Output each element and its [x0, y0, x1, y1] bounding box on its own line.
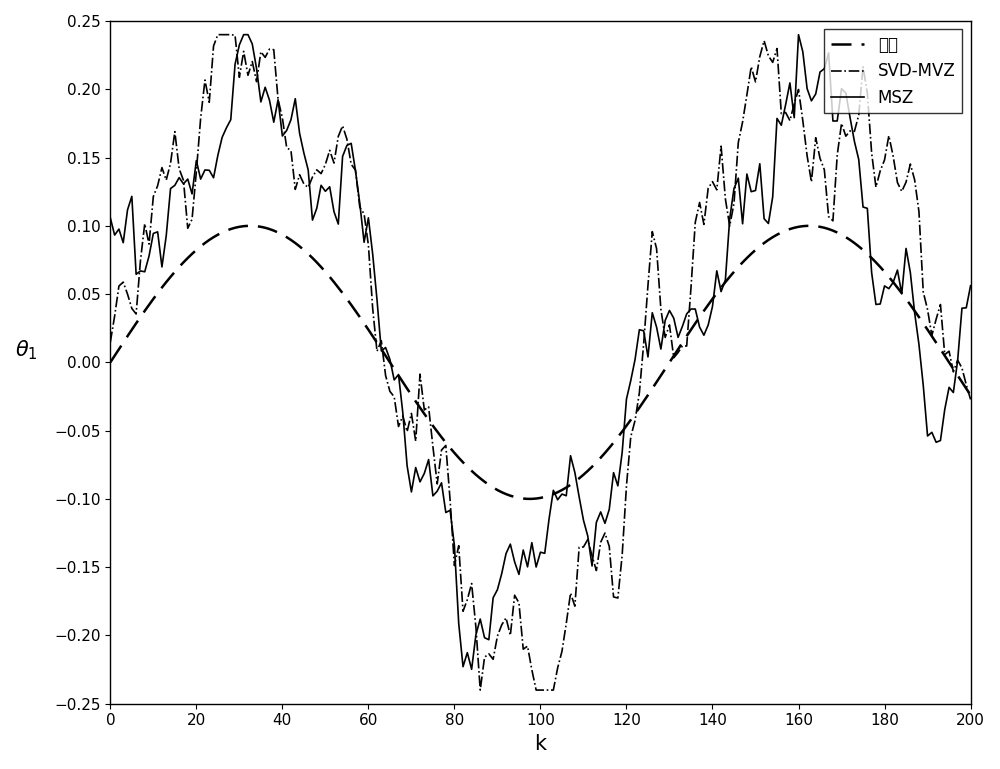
MSZ: [474, 614, 486, 624]
Line: 真値: 真値: [110, 226, 971, 499]
真値: [965, 391, 977, 400]
SVD-MVZ: [109, 311, 121, 321]
真値: [182, 253, 194, 262]
SVD-MVZ: [470, 623, 482, 632]
MSZ: [965, 281, 977, 290]
SVD-MVZ: [212, 30, 224, 39]
Line: SVD-MVZ: SVD-MVZ: [110, 35, 971, 690]
MSZ: [182, 175, 194, 184]
MSZ: [238, 30, 250, 39]
MSZ: [423, 455, 435, 464]
SVD-MVZ: [474, 685, 486, 694]
MSZ: [104, 213, 116, 222]
Legend: 真値, SVD-MVZ, MSZ: 真値, SVD-MVZ, MSZ: [824, 29, 962, 113]
真値: [109, 351, 121, 361]
真値: [522, 494, 534, 504]
真値: [900, 295, 912, 304]
真値: [577, 470, 589, 479]
SVD-MVZ: [182, 224, 194, 233]
Y-axis label: $\theta_1$: $\theta_1$: [15, 339, 38, 362]
MSZ: [466, 664, 478, 674]
SVD-MVZ: [423, 402, 435, 411]
X-axis label: k: k: [534, 734, 546, 754]
MSZ: [577, 515, 589, 524]
真値: [242, 221, 254, 231]
SVD-MVZ: [965, 394, 977, 404]
Line: MSZ: MSZ: [110, 35, 971, 669]
SVD-MVZ: [577, 542, 589, 551]
真値: [423, 415, 435, 424]
真値: [470, 470, 482, 479]
MSZ: [900, 244, 912, 253]
SVD-MVZ: [900, 178, 912, 187]
真値: [104, 358, 116, 367]
SVD-MVZ: [104, 338, 116, 347]
MSZ: [109, 231, 121, 240]
